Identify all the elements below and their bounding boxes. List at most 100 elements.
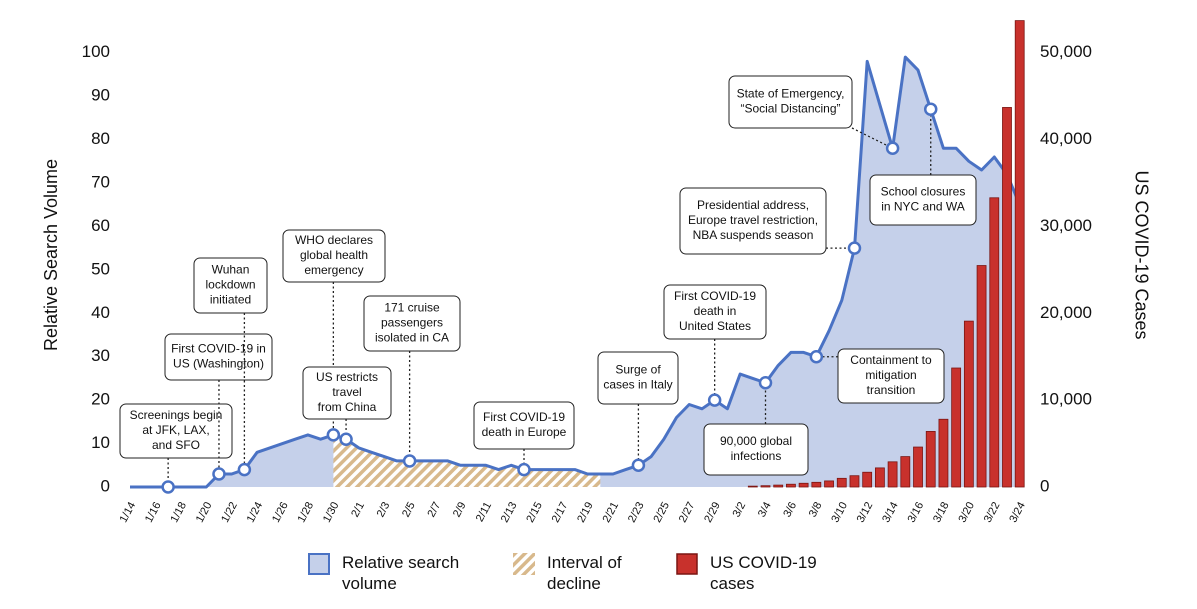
bar xyxy=(786,483,796,488)
y-tick-label: 70 xyxy=(91,173,110,192)
y2-tick-label: 10,000 xyxy=(1040,390,1092,409)
event-marker xyxy=(631,458,646,473)
y2-tick-label: 50,000 xyxy=(1040,42,1092,61)
x-tick-label: 3/24 xyxy=(1007,500,1028,525)
annotation-text: infections xyxy=(731,449,782,463)
bar xyxy=(938,418,949,488)
legend-label: Relative search volume xyxy=(342,553,460,593)
bar xyxy=(925,431,936,488)
annotation-text: cases in Italy xyxy=(603,378,672,392)
bar xyxy=(849,475,860,488)
x-tick-label: 2/23 xyxy=(626,500,647,525)
y2-tick-label: 30,000 xyxy=(1040,216,1092,235)
x-tick-label: 2/1 xyxy=(349,500,367,519)
x-tick-label: 1/22 xyxy=(219,500,240,525)
x-tick-label: 3/2 xyxy=(731,500,749,519)
x-tick-label: 3/20 xyxy=(956,500,977,525)
bar xyxy=(887,461,898,488)
annotation-box xyxy=(282,229,386,283)
x-tick-label: 1/20 xyxy=(194,500,215,525)
y-tick-label: 80 xyxy=(91,129,110,148)
bar xyxy=(760,485,771,488)
annotation-box xyxy=(663,284,767,340)
x-tick-label: 1/24 xyxy=(245,500,266,525)
x-tick-label: 3/16 xyxy=(906,500,927,525)
annotation-box xyxy=(164,333,273,381)
annotation-box xyxy=(302,366,392,420)
annotation-text: First COVID-19 xyxy=(674,289,756,303)
bar xyxy=(1014,20,1025,488)
annotation-box xyxy=(837,348,945,404)
event-marker xyxy=(339,432,353,446)
annotation-text: US restricts xyxy=(316,370,378,384)
annotation-text: Presidential address, xyxy=(697,198,809,212)
x-tick-label: 2/19 xyxy=(575,500,596,525)
x-tick-label: 3/8 xyxy=(807,500,825,519)
bar xyxy=(824,480,834,488)
annotation-box xyxy=(679,187,827,255)
legend-label: Interval of decline xyxy=(547,553,622,593)
annotation-text: Europe travel restriction, xyxy=(688,213,818,227)
y-tick-label: 50 xyxy=(91,259,110,278)
x-tick-label: 2/13 xyxy=(499,500,520,525)
leader-line xyxy=(851,127,893,149)
annotation-text: State of Emergency, xyxy=(737,87,845,101)
y2-tick-label: 40,000 xyxy=(1040,129,1092,148)
x-tick-label: 3/4 xyxy=(756,500,774,519)
y-tick-label: 40 xyxy=(91,303,110,322)
bar xyxy=(951,367,962,488)
annotation-text: at JFK, LAX, xyxy=(142,423,209,437)
annotation-text: emergency xyxy=(304,263,363,277)
annotation-text: lockdown xyxy=(205,278,255,292)
x-tick-label: 2/3 xyxy=(375,500,393,519)
x-tick-label: 1/28 xyxy=(296,500,317,525)
annotation-text: in NYC and WA xyxy=(881,200,965,214)
annotation-text: travel xyxy=(332,385,361,399)
annotation-text: global health xyxy=(300,248,368,262)
x-tick-label: 3/18 xyxy=(931,500,952,525)
event-marker xyxy=(885,141,900,156)
y-tick-label: 30 xyxy=(91,346,110,365)
x-tick-label: 3/22 xyxy=(982,500,1003,525)
event-marker xyxy=(326,428,341,442)
annotation-text: First COVID-19 in xyxy=(171,342,266,356)
area xyxy=(130,57,1020,487)
hatch-area xyxy=(333,434,601,487)
annotation-text: NBA suspends season xyxy=(693,228,814,242)
event-marker xyxy=(758,376,773,390)
annotation-box xyxy=(363,295,461,352)
y2-tick-label: 0 xyxy=(1040,476,1049,495)
annotation-text: passengers xyxy=(381,316,443,330)
annotation-box xyxy=(869,174,977,226)
bar xyxy=(811,481,822,488)
y-tick-label: 100 xyxy=(82,42,110,61)
x-tick-label: 3/10 xyxy=(829,500,850,525)
bar xyxy=(862,471,873,488)
annotation-text: death in xyxy=(694,304,737,318)
bar xyxy=(900,456,911,488)
annotation-text: initiated xyxy=(210,293,251,307)
x-tick-label: 1/30 xyxy=(321,500,342,525)
x-tick-label: 3/14 xyxy=(880,500,901,525)
annotation-box xyxy=(703,423,809,476)
y-tick-label: 10 xyxy=(91,433,110,452)
legend-label: US COVID-19 cases xyxy=(710,553,817,593)
event-marker xyxy=(212,467,226,481)
bar xyxy=(836,477,847,488)
annotation-text: from China xyxy=(318,400,377,414)
x-tick-label: 2/9 xyxy=(451,500,469,519)
annotation-text: “Social Distancing” xyxy=(740,102,840,116)
annotation-box xyxy=(193,257,268,314)
legend-swatch-bar xyxy=(676,553,698,575)
x-tick-label: 2/17 xyxy=(550,500,571,525)
event-marker xyxy=(809,349,824,364)
event-marker xyxy=(847,241,862,255)
y-tick-label: 0 xyxy=(101,476,110,495)
x-tick-label: 2/5 xyxy=(400,500,418,519)
annotation-text: First COVID-19 xyxy=(483,410,565,424)
event-marker xyxy=(923,102,938,116)
x-tick-label: 2/21 xyxy=(601,500,622,525)
y-tick-label: 20 xyxy=(91,390,110,409)
